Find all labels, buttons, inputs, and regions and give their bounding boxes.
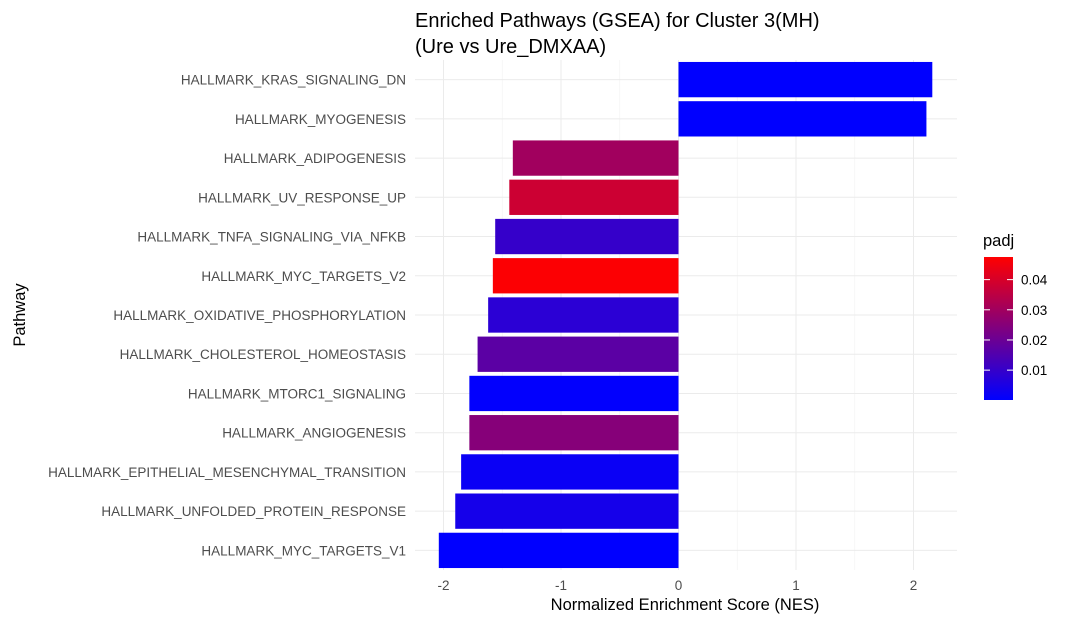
y-tick-label: HALLMARK_TNFA_SIGNALING_VIA_NFKB [137,230,406,245]
x-tick-label: -1 [555,578,567,593]
chart-subtitle: (Ure vs Ure_DMXAA) [415,36,606,58]
bar-hallmark-angiogenesis [469,415,679,451]
x-axis-title: Normalized Enrichment Score (NES) [551,596,820,614]
x-tick-label: 1 [792,578,800,593]
bar-hallmark-oxidative-phosphorylation [488,297,679,333]
x-tick-label: 2 [910,578,918,593]
bar-hallmark-uv-response-up [509,179,679,215]
bar-hallmark-tnfa-signaling-via-nfkb [495,218,679,255]
legend: padj 0.01 0.02 0.03 0.04 [983,232,1048,400]
y-tick-label: HALLMARK_ADIPOGENESIS [224,151,406,166]
legend-ticks: 0.01 0.02 0.03 0.04 [984,273,1048,378]
legend-tick-label: 0.04 [1021,273,1048,288]
y-axis-title: Pathway [11,283,29,347]
y-tick-label: HALLMARK_EPITHELIAL_MESENCHYMAL_TRANSITI… [48,465,406,480]
y-tick-label: HALLMARK_OXIDATIVE_PHOSPHORYLATION [113,308,406,323]
bar-hallmark-kras-signaling-dn [678,61,933,98]
bars [438,61,933,569]
legend-title: padj [983,232,1014,250]
y-tick-label: HALLMARK_KRAS_SIGNALING_DN [181,73,406,88]
bar-hallmark-unfolded-protein-response [455,493,679,529]
y-axis-labels: HALLMARK_KRAS_SIGNALING_DN HALLMARK_MYOGE… [48,73,406,559]
legend-tick-label: 0.01 [1021,363,1047,378]
x-tick-label: -2 [437,578,449,593]
y-tick-label: HALLMARK_UNFOLDED_PROTEIN_RESPONSE [101,504,406,519]
legend-tick-label: 0.03 [1021,303,1047,318]
bar-hallmark-cholesterol-homeostasis [477,336,679,372]
y-tick-label: HALLMARK_MYC_TARGETS_V1 [201,543,406,558]
y-tick-label: HALLMARK_MYC_TARGETS_V2 [201,269,406,284]
x-axis-tick-labels: -2 -1 0 1 2 [437,578,917,593]
bar-hallmark-adipogenesis [512,140,679,176]
bar-hallmark-epithelial-mesenchymal-transition [461,454,679,490]
x-tick-label: 0 [675,578,683,593]
y-tick-label: HALLMARK_MTORC1_SIGNALING [188,386,406,401]
legend-colorbar [984,257,1013,400]
y-tick-label: HALLMARK_CHOLESTEROL_HOMEOSTASIS [120,347,406,362]
bar-hallmark-myc-targets-v2 [492,258,679,294]
bar-hallmark-myogenesis [678,101,927,137]
legend-tick-label: 0.02 [1021,333,1047,348]
y-tick-label: HALLMARK_ANGIOGENESIS [222,426,406,441]
bar-hallmark-mtorc1-signaling [469,375,679,412]
y-tick-label: HALLMARK_MYOGENESIS [235,112,406,127]
y-tick-label: HALLMARK_UV_RESPONSE_UP [198,190,406,205]
bar-hallmark-myc-targets-v1 [438,532,679,569]
chart-title: Enriched Pathways (GSEA) for Cluster 3(M… [415,10,820,32]
